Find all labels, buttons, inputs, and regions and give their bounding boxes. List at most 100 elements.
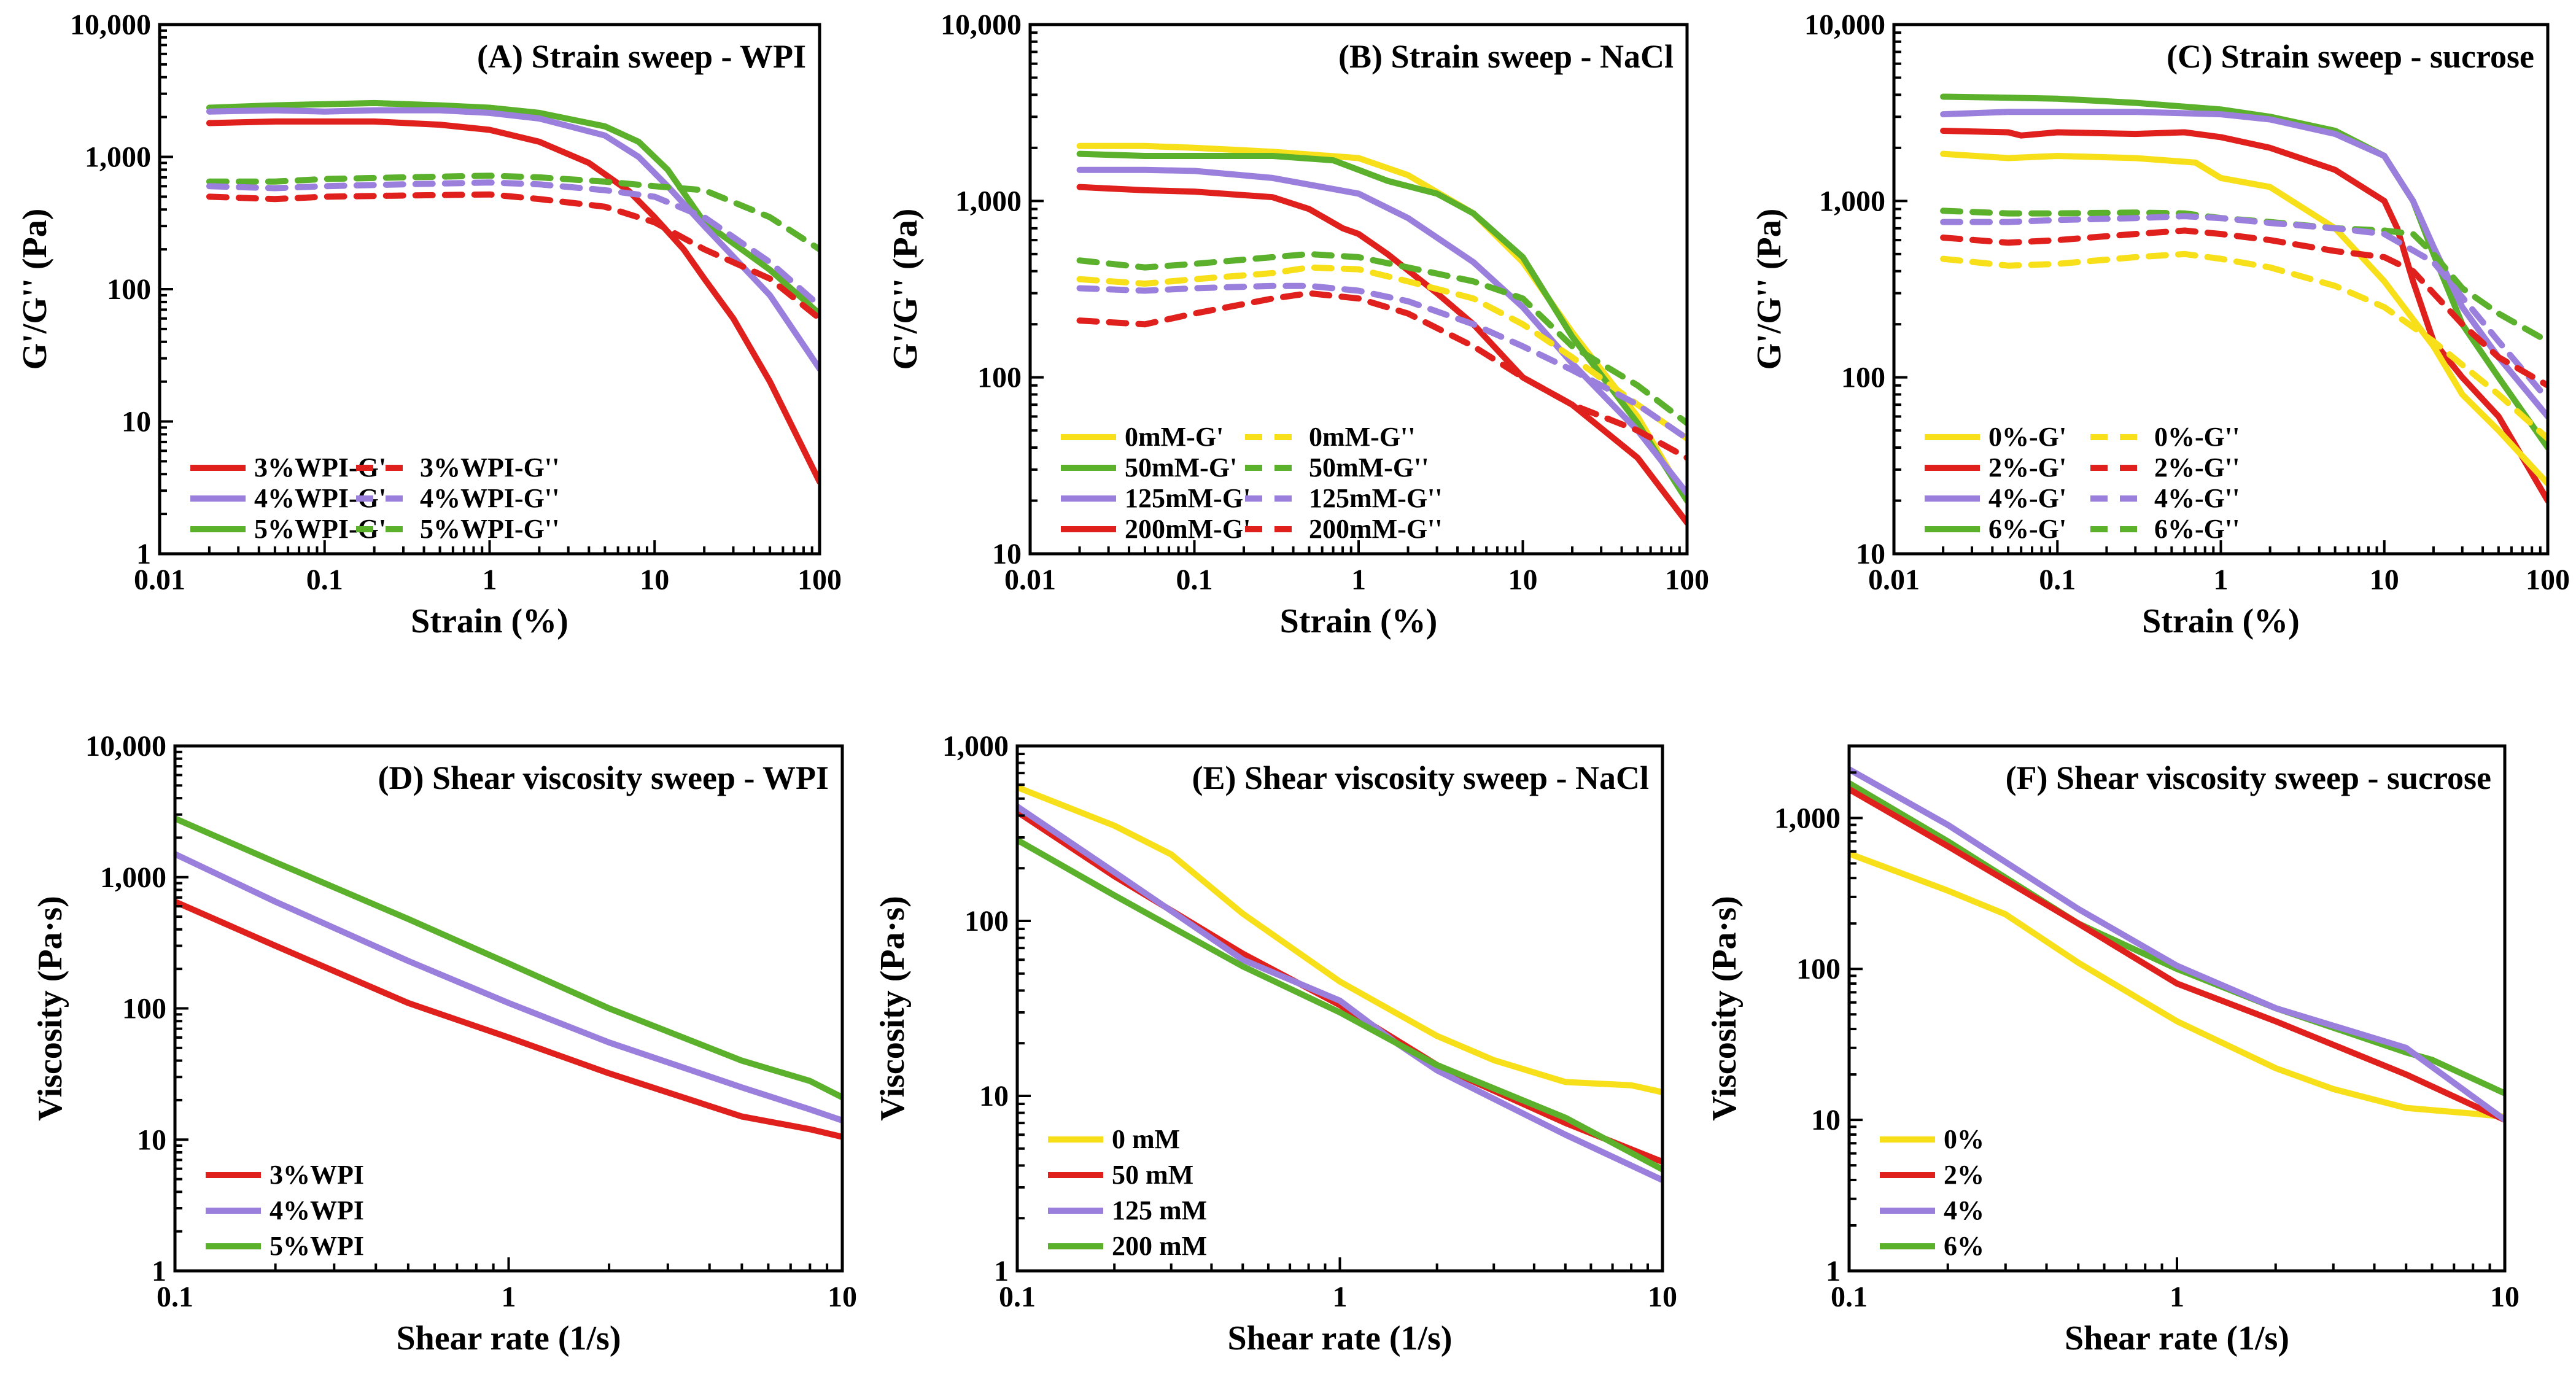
x-axis-label: Shear rate (1/s) <box>397 1319 621 1357</box>
legend: 0%-G' 0%-G'' 2%-G' 2%-G'' 4%-G' 4%-G'' 6%-G' 6%… <box>1925 422 2240 544</box>
series-line-5-wpi-g <box>206 173 820 253</box>
series-line-6-g <box>1940 93 2548 451</box>
x-tick-label: 10 <box>1508 564 1538 596</box>
x-tick-label: 10 <box>1648 1281 1677 1313</box>
series-line-125mm-g <box>1076 282 1687 442</box>
legend: 0% 2% 4% 6% <box>1880 1124 1984 1261</box>
panel-title: (D) Shear viscosity sweep - WPI <box>378 759 829 796</box>
y-tick-label: 10,000 <box>941 9 1022 41</box>
y-tick-label: 1,000 <box>1819 185 1885 217</box>
legend-label: 6% <box>1944 1231 1984 1261</box>
y-axis-label: G'/G'' (Pa) <box>16 209 54 370</box>
x-tick-label: 0.1 <box>999 1281 1036 1313</box>
x-tick-label: 1 <box>1351 564 1366 596</box>
x-tick-label: 0.1 <box>1176 564 1213 596</box>
y-tick-label: 100 <box>122 993 166 1025</box>
y-tick-label: 1,000 <box>942 730 1009 763</box>
y-axis-label: Viscosity (Pa·s) <box>874 896 912 1121</box>
legend-label: 0mM-G'' <box>1309 422 1416 452</box>
legend-label: 0%-G' <box>1988 422 2066 452</box>
legend-label: 200 mM <box>1112 1231 1207 1261</box>
series-line-200mm-g <box>1076 290 1687 461</box>
x-tick-label: 0.01 <box>134 564 185 596</box>
legend: 3%WPI-G' 3%WPI-G''4%WPI-G' 4%WPI-G''5%WPI-… <box>190 452 559 544</box>
panel-title: (B) Strain sweep - NaCl <box>1338 38 1674 75</box>
y-tick-label: 10,000 <box>1804 9 1885 41</box>
x-axis-label: Strain (%) <box>1280 602 1438 640</box>
legend-label: 125 mM <box>1112 1195 1207 1225</box>
legend-label: 200mM-G'' <box>1309 514 1443 544</box>
x-axis-label: Shear rate (1/s) <box>1228 1319 1453 1357</box>
legend-label: 2%-G' <box>1988 452 2066 483</box>
legend-label: 4% <box>1944 1195 1984 1225</box>
series-line-4-wpi <box>175 851 842 1124</box>
y-tick-label: 10,000 <box>85 730 166 763</box>
y-tick-label: 10 <box>122 406 151 438</box>
series-group <box>206 99 820 485</box>
legend: 3%WPI 4%WPI 5%WPI <box>206 1160 364 1261</box>
y-tick-label: 1,000 <box>100 861 166 894</box>
series-group <box>175 815 842 1140</box>
series-line-0-mm <box>1017 784 1662 1095</box>
y-tick-label: 100 <box>977 362 1022 394</box>
legend-label: 5%WPI-G'' <box>420 514 559 544</box>
x-tick-label: 0.01 <box>1868 564 1920 596</box>
x-tick-label: 0.1 <box>2039 564 2076 596</box>
legend-label: 125mM-G'' <box>1309 483 1443 513</box>
legend-label: 50mM-G'' <box>1309 452 1429 483</box>
legend-label: 4%WPI <box>270 1195 364 1225</box>
legend-label: 2%-G'' <box>2154 452 2240 483</box>
x-tick-label: 1 <box>2170 1281 2184 1313</box>
legend-label: 3%WPI <box>270 1160 364 1190</box>
series-line-3-wpi-g <box>206 118 820 485</box>
legend-label: 125mM-G' <box>1125 483 1251 513</box>
y-axis-label: G'/G'' (Pa) <box>1750 209 1788 370</box>
y-tick-label: 10,000 <box>70 9 151 41</box>
y-tick-label: 10 <box>992 538 1022 570</box>
x-tick-label: 1 <box>483 564 497 596</box>
series-line-125mm-g <box>1076 166 1687 497</box>
x-tick-label: 10 <box>2490 1281 2520 1313</box>
legend-label: 4%-G'' <box>2154 483 2240 513</box>
panel-b: 0.01 0.1 1 10 100 10 100 1,000 10,000 Strain (%) G… <box>886 9 1709 640</box>
x-axis-label: Shear rate (1/s) <box>2065 1319 2289 1357</box>
panel-title: (C) Strain sweep - sucrose <box>2167 38 2534 75</box>
series-line-2-g <box>1940 227 2548 389</box>
y-tick-label: 100 <box>1796 953 1841 985</box>
panel-title: (F) Shear viscosity sweep - sucrose <box>2006 759 2491 796</box>
x-tick-label: 100 <box>2526 564 2570 596</box>
series-line-4-wpi-g <box>206 107 820 372</box>
series-line-0-g <box>1940 150 2548 487</box>
y-tick-label: 100 <box>964 905 1009 937</box>
x-axis-label: Strain (%) <box>411 602 568 640</box>
x-tick-label: 1 <box>1333 1281 1348 1313</box>
series-group <box>1940 93 2548 504</box>
y-tick-label: 1 <box>136 538 151 570</box>
y-axis-label: G'/G'' (Pa) <box>886 209 925 370</box>
x-tick-label: 0.01 <box>1004 564 1056 596</box>
series-line-3-wpi <box>175 898 842 1140</box>
y-tick-label: 1,000 <box>1774 802 1841 834</box>
x-axis-label: Strain (%) <box>2142 602 2300 640</box>
series-line-0mm-g <box>1076 264 1687 442</box>
series-line-2 <box>1849 786 2505 1124</box>
legend-label: 50mM-G' <box>1125 452 1237 483</box>
legend: 0mM-G' 0mM-G'' 50mM-G' 50mM-G'' 125mM-G' 125m… <box>1061 422 1443 544</box>
legend-label: 0mM-G' <box>1125 422 1224 452</box>
x-tick-label: 1 <box>502 1281 516 1313</box>
series-line-125-mm <box>1017 803 1662 1184</box>
x-tick-label: 0.1 <box>1831 1281 1868 1313</box>
x-tick-label: 1 <box>2214 564 2229 596</box>
legend-label: 0% <box>1944 1124 1984 1154</box>
legend-label: 4%WPI-G'' <box>420 483 559 513</box>
legend-label: 200mM-G' <box>1125 514 1251 544</box>
x-tick-label: 100 <box>1665 564 1709 596</box>
legend-label: 6%-G'' <box>2154 514 2240 544</box>
x-tick-label: 10 <box>828 1281 857 1313</box>
y-tick-label: 100 <box>107 273 151 306</box>
y-axis-label: Viscosity (Pa·s) <box>31 896 69 1121</box>
legend-label: 0 mM <box>1112 1124 1180 1154</box>
series-group <box>1076 142 1687 526</box>
